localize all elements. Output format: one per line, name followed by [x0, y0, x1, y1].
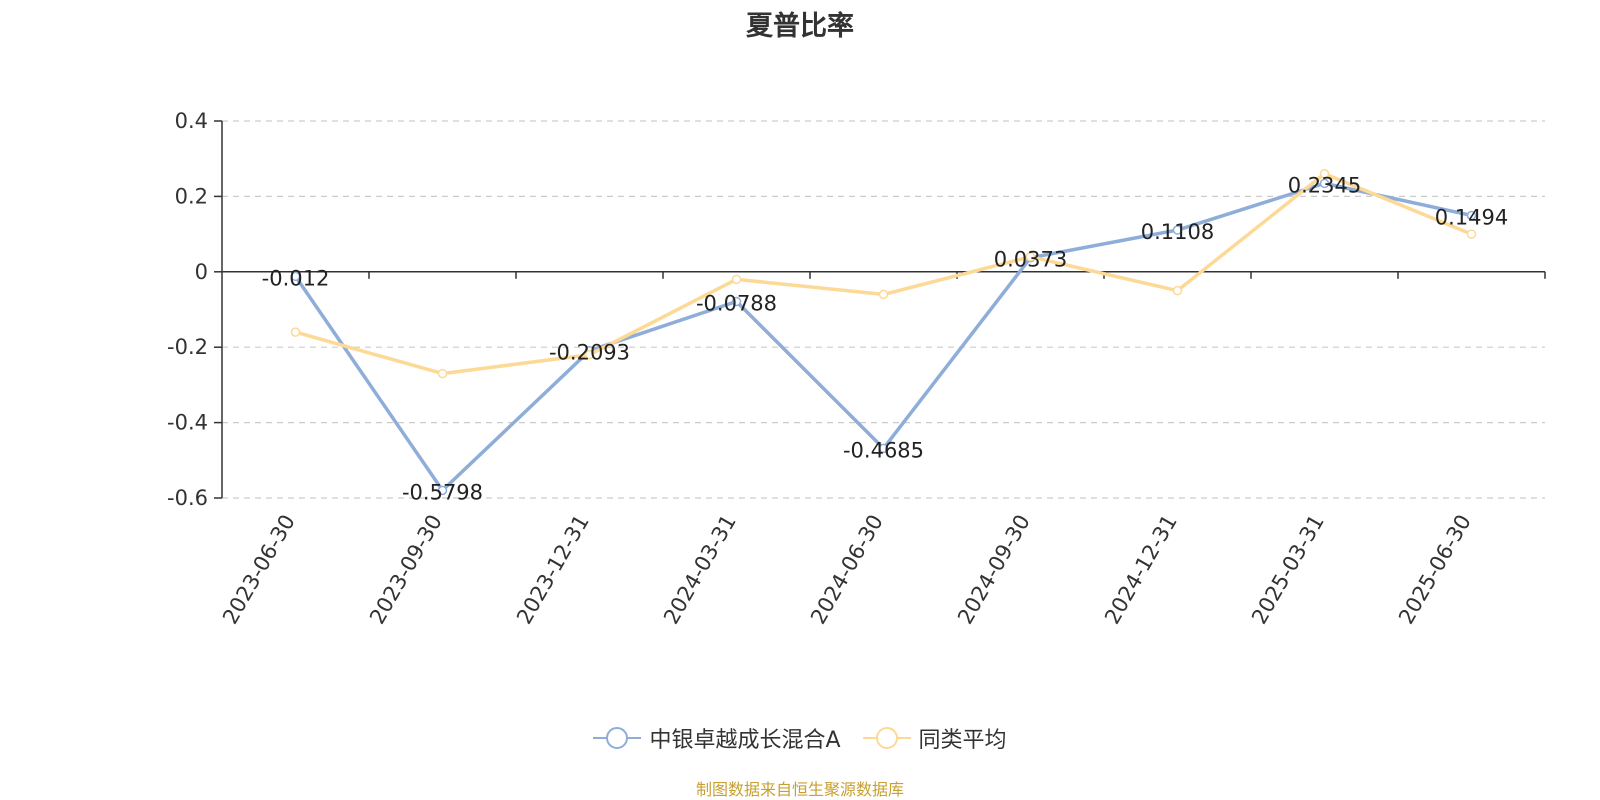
data-label: -0.2093	[549, 341, 630, 365]
x-tick-label: 2025-06-30	[1394, 511, 1476, 629]
x-tick-label: 2024-03-31	[659, 511, 741, 629]
data-point	[878, 443, 889, 454]
data-label: -0.5798	[402, 480, 483, 504]
legend-item-fund[interactable]: 中银卓越成长混合A	[593, 722, 841, 754]
x-tick-label: 2023-06-30	[218, 511, 300, 629]
legend-label-peer-average: 同类平均	[918, 728, 1007, 753]
x-tick-label: 2024-12-31	[1100, 511, 1182, 629]
source-note: 制图数据来自恒生聚源数据库	[695, 780, 904, 799]
data-point	[1025, 251, 1036, 262]
data-point	[290, 327, 301, 337]
y-tick-label: 0	[195, 260, 208, 284]
y-tick-label: -0.6	[167, 486, 208, 510]
legend-label-fund: 中银卓越成长混合A	[649, 728, 841, 753]
data-label: -0.0788	[696, 292, 777, 316]
data-point	[437, 368, 448, 379]
data-point	[584, 349, 595, 360]
x-tick-label: 2023-12-31	[512, 511, 594, 629]
data-label: -0.4685	[843, 438, 924, 462]
legend: 中银卓越成长混合A 同类平均	[0, 722, 1600, 754]
x-tick-label: 2025-03-31	[1247, 511, 1329, 629]
data-point	[290, 271, 301, 282]
legend-line-circle-icon	[862, 727, 911, 749]
data-label: -0.012	[262, 266, 330, 290]
label-layer: -0.012 -0.5798 -0.2093 -0.0788 -0.4685 0.0373…	[262, 173, 1509, 504]
data-point	[1172, 225, 1183, 235]
data-point	[1466, 229, 1477, 239]
chart-title: 夏普比率	[746, 11, 854, 42]
y-tick-label: 0.4	[175, 109, 208, 133]
legend-line-circle-icon	[593, 727, 642, 749]
data-point	[1319, 169, 1330, 179]
data-point	[1319, 178, 1330, 189]
y-tick-label: 0.2	[175, 184, 208, 208]
data-label: 0.1494	[1435, 205, 1508, 229]
data-label: 0.2345	[1288, 173, 1361, 197]
x-tick-label: 2024-06-30	[806, 511, 888, 629]
data-point	[878, 289, 889, 300]
data-point	[731, 274, 742, 285]
data-label: 0.0373	[994, 248, 1067, 272]
x-tick-label: 2023-09-30	[365, 511, 447, 629]
data-label: 0.1108	[1141, 220, 1214, 244]
data-point	[1172, 285, 1183, 296]
y-tick-label: -0.4	[167, 411, 208, 435]
y-tick-label: -0.2	[167, 335, 208, 359]
legend-item-peer-average[interactable]: 同类平均	[862, 722, 1007, 754]
series-layer	[290, 169, 1477, 496]
data-point	[731, 296, 742, 307]
data-point	[437, 485, 448, 496]
data-point	[1466, 210, 1477, 221]
x-tick-label: 2024-09-30	[953, 511, 1035, 629]
grid-layer	[222, 120, 1545, 499]
series-line-1	[295, 172, 1473, 376]
